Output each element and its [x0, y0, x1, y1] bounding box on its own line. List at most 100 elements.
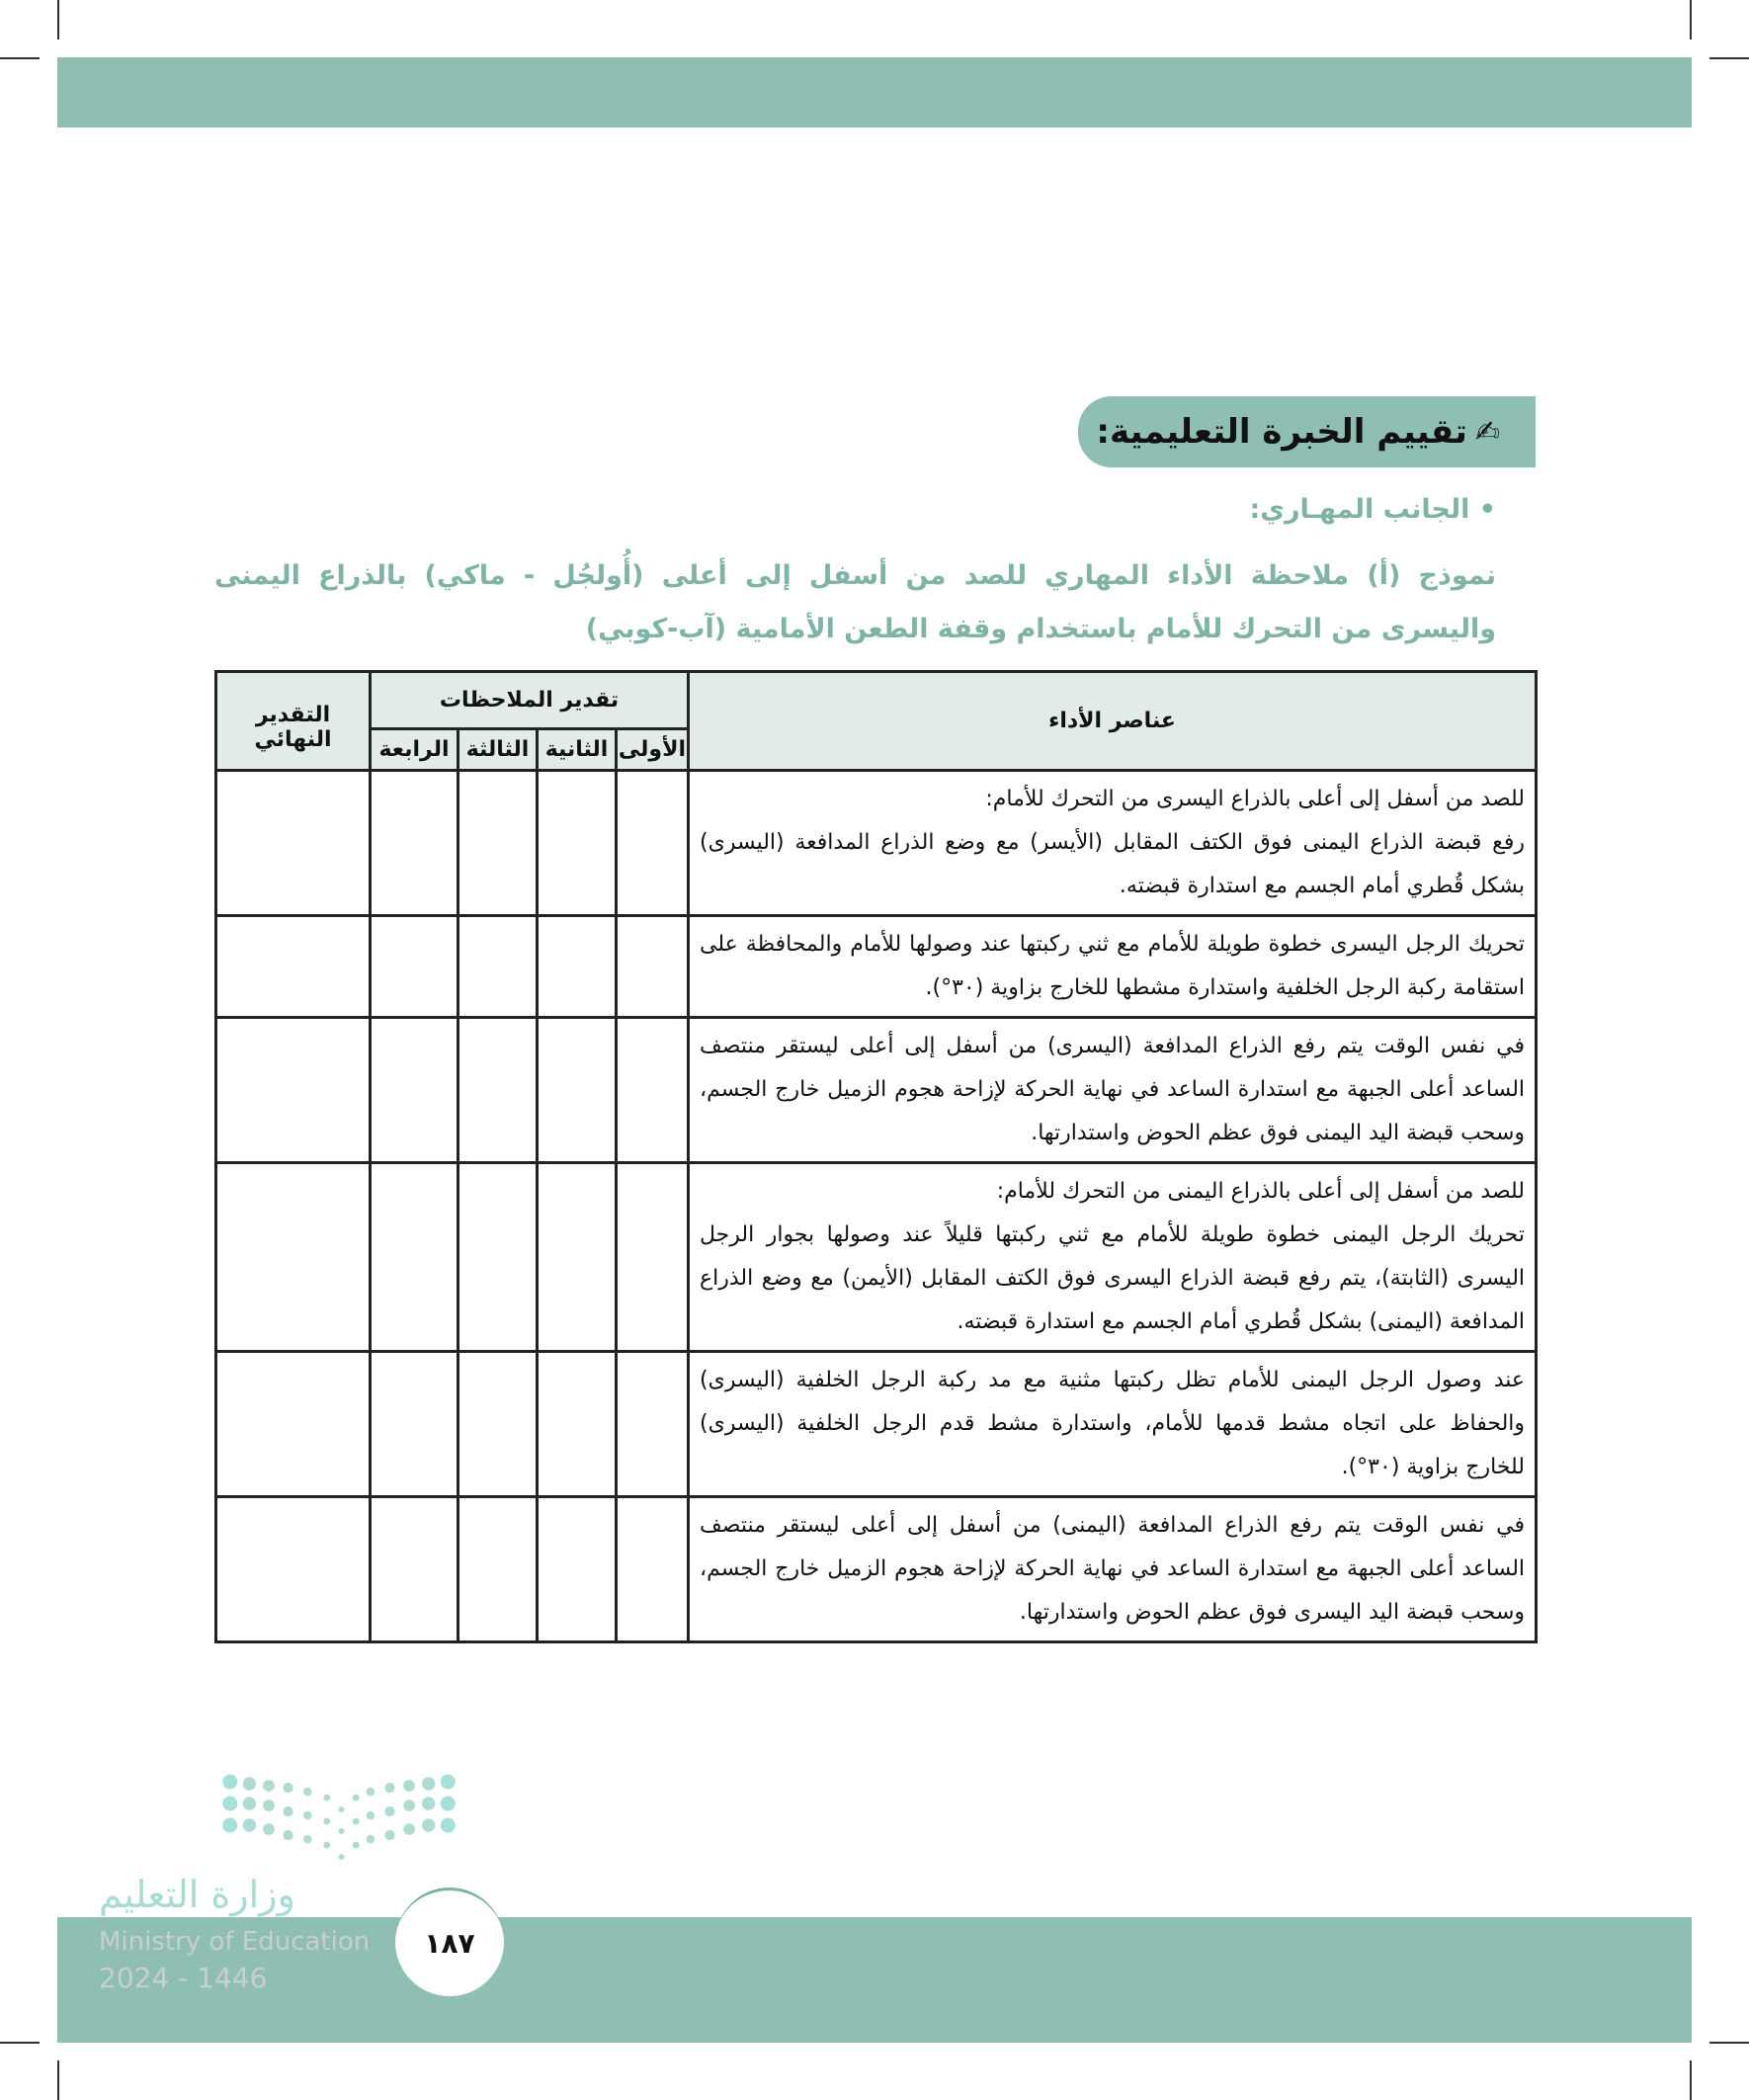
logo-dot [323, 1794, 331, 1802]
element-text: رفع قبضة الذراع اليمنى فوق الكتف المقابل… [700, 830, 1526, 898]
bottom-band [57, 1917, 1692, 2043]
grade-cell-second[interactable] [536, 1161, 619, 1353]
grade-cell-third[interactable] [457, 1495, 540, 1643]
grade-cell-final[interactable] [214, 1495, 372, 1643]
logo-dot [440, 1774, 456, 1790]
ministry-logo-english: Ministry of Education [99, 1927, 371, 1957]
skill-aspect-heading: • الجانب المهـاري: [1249, 494, 1496, 525]
grade-cell-fourth[interactable] [368, 1161, 460, 1353]
crop-mark [57, 2060, 59, 2100]
grade-cell-third[interactable] [457, 1161, 540, 1353]
logo-dot [366, 1810, 375, 1820]
logo-dot [338, 1806, 345, 1812]
grade-cell-second[interactable] [536, 1350, 619, 1498]
header-first: الأولى [615, 727, 691, 772]
grade-cell-final[interactable] [214, 1161, 372, 1353]
logo-dot [283, 1782, 293, 1794]
logo-dot [222, 1817, 238, 1833]
element-text: في نفس الوقت يتم رفع الذراع المدافعة (ال… [700, 1513, 1526, 1625]
logo-dot [242, 1777, 257, 1791]
logo-dot [403, 1780, 415, 1792]
logo-dot [352, 1817, 360, 1825]
table-row: تحريك الرجل اليسرى خطوة طويلة للأمام مع … [214, 914, 1539, 1019]
grade-cell-first[interactable] [615, 914, 691, 1019]
section-title: تقييم الخبرة التعليمية: [1096, 412, 1467, 452]
logo-dot [352, 1841, 360, 1849]
logo-dot [440, 1817, 456, 1833]
grade-cell-fourth[interactable] [368, 769, 460, 917]
logo-dot [422, 1797, 436, 1810]
logo-dot [263, 1823, 275, 1835]
grade-cell-third[interactable] [457, 1016, 540, 1164]
grade-cell-fourth[interactable] [368, 1350, 460, 1498]
logo-dot [352, 1794, 360, 1802]
logo-dot [302, 1810, 312, 1820]
table-row: عند وصول الرجل اليمنى للأمام تظل ركبتها … [214, 1350, 1539, 1498]
table-row: في نفس الوقت يتم رفع الذراع المدافعة (ال… [214, 1016, 1539, 1164]
pen-writing-icon: ✍ [1474, 414, 1500, 450]
ministry-logo-year: 2024 - 1446 [99, 1962, 268, 1994]
logo-dot [384, 1829, 395, 1841]
crop-mark [1709, 2042, 1749, 2044]
header-third: الثالثة [457, 727, 540, 772]
element-text: في نفس الوقت يتم رفع الذراع المدافعة (ال… [700, 1034, 1526, 1145]
performance-element-cell: للصد من أسفل إلى أعلى بالذراع اليسرى من … [687, 769, 1539, 917]
logo-dot [242, 1818, 257, 1832]
grade-cell-second[interactable] [536, 914, 619, 1019]
grade-cell-third[interactable] [457, 769, 540, 917]
logo-dot [384, 1782, 395, 1794]
grade-cell-first[interactable] [615, 1161, 691, 1353]
logo-dot [323, 1817, 331, 1825]
grade-cell-first[interactable] [615, 769, 691, 917]
ministry-logo-dots [222, 1774, 456, 1860]
grade-cell-final[interactable] [214, 769, 372, 917]
grade-cell-second[interactable] [536, 1016, 619, 1164]
logo-dot [338, 1854, 345, 1860]
grade-cell-final[interactable] [214, 1350, 372, 1498]
grade-cell-fourth[interactable] [368, 1016, 460, 1164]
header-second: الثانية [536, 727, 619, 772]
logo-dot [366, 1787, 375, 1797]
crop-mark [1690, 2060, 1692, 2100]
header-final-grade: التقدير النهائي [214, 670, 372, 772]
table-row: في نفس الوقت يتم رفع الذراع المدافعة (ال… [214, 1495, 1539, 1643]
logo-dot [222, 1774, 238, 1790]
performance-element-cell: في نفس الوقت يتم رفع الذراع المدافعة (ال… [687, 1495, 1539, 1643]
grade-cell-second[interactable] [536, 1495, 619, 1643]
grade-cell-fourth[interactable] [368, 1495, 460, 1643]
element-text: تحريك الرجل اليسرى خطوة طويلة للأمام مع … [700, 932, 1526, 1000]
performance-element-cell: للصد من أسفل إلى أعلى بالذراع اليمنى من … [687, 1161, 1539, 1353]
assessment-table: عناصر الأداء تقدير الملاحظات التقدير الن… [214, 670, 1539, 1643]
model-subtitle: نموذج (أ) ملاحظة الأداء المهاري للصد من … [214, 560, 1496, 644]
performance-element-cell: عند وصول الرجل اليمنى للأمام تظل ركبتها … [687, 1350, 1539, 1498]
crop-mark [0, 57, 40, 59]
logo-dot [338, 1828, 345, 1834]
table-row: للصد من أسفل إلى أعلى بالذراع اليسرى من … [214, 769, 1539, 917]
logo-dot [242, 1797, 257, 1810]
logo-dot [366, 1834, 375, 1844]
grade-cell-final[interactable] [214, 914, 372, 1019]
grade-cell-first[interactable] [615, 1350, 691, 1498]
performance-element-cell: تحريك الرجل اليسرى خطوة طويلة للأمام مع … [687, 914, 1539, 1019]
performance-element-cell: في نفس الوقت يتم رفع الذراع المدافعة (ال… [687, 1016, 1539, 1164]
logo-dot [263, 1780, 275, 1792]
grade-cell-fourth[interactable] [368, 914, 460, 1019]
top-band [57, 57, 1692, 127]
grade-cell-third[interactable] [457, 914, 540, 1019]
grade-cell-first[interactable] [615, 1016, 691, 1164]
crop-mark [57, 0, 59, 40]
element-text: عند وصول الرجل اليمنى للأمام تظل ركبتها … [700, 1368, 1526, 1479]
grade-cell-final[interactable] [214, 1016, 372, 1164]
logo-dot [283, 1806, 293, 1817]
logo-dot [440, 1796, 456, 1811]
crop-mark [1709, 57, 1749, 59]
grade-cell-third[interactable] [457, 1350, 540, 1498]
element-text: للصد من أسفل إلى أعلى بالذراع اليسرى من … [985, 787, 1526, 811]
logo-dot [302, 1787, 312, 1797]
grade-cell-second[interactable] [536, 769, 619, 917]
header-fourth: الرابعة [368, 727, 460, 772]
logo-dot [283, 1829, 293, 1841]
header-observations: تقدير الملاحظات [368, 670, 691, 730]
grade-cell-first[interactable] [615, 1495, 691, 1643]
header-performance-elements: عناصر الأداء [687, 670, 1539, 772]
